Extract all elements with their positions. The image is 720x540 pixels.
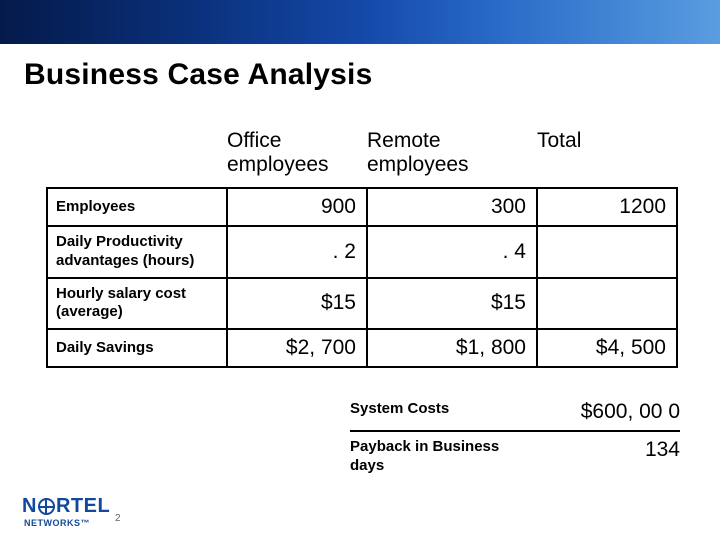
row-label: Daily Productivity advantages (hours): [47, 226, 227, 278]
header-col-3: Total: [537, 125, 677, 188]
cell: $1, 800: [367, 329, 537, 367]
analysis-table: Office employees Remote employees Total …: [46, 125, 678, 368]
logo-mark: N RTEL: [22, 496, 110, 516]
cell: $15: [367, 278, 537, 330]
cell: 900: [227, 188, 367, 226]
globe-icon: [38, 498, 55, 515]
summary-label: System Costs: [350, 400, 510, 419]
page-number: 2: [115, 513, 121, 524]
cell: $4, 500: [537, 329, 677, 367]
summary-row: Payback in Business days 134: [350, 438, 680, 476]
cell: 1200: [537, 188, 677, 226]
nortel-logo: N RTEL NETWORKS™: [22, 496, 110, 528]
cell: . 4: [367, 226, 537, 278]
lower-summary: System Costs $600, 00 0 Payback in Busin…: [350, 400, 680, 476]
main-content: Office employees Remote employees Total …: [46, 125, 676, 368]
table-header-row: Office employees Remote employees Total: [47, 125, 677, 188]
summary-divider: [350, 430, 680, 432]
summary-label: Payback in Business days: [350, 438, 510, 476]
logo-text-right: RTEL: [56, 495, 110, 517]
cell: 300: [367, 188, 537, 226]
cell: $15: [227, 278, 367, 330]
row-label: Employees: [47, 188, 227, 226]
row-label: Hourly salary cost (average): [47, 278, 227, 330]
table-row: Daily Savings $2, 700 $1, 800 $4, 500: [47, 329, 677, 367]
top-band: [0, 0, 720, 44]
table-row: Employees 900 300 1200: [47, 188, 677, 226]
summary-value: $600, 00 0: [510, 400, 680, 424]
table-row: Daily Productivity advantages (hours) . …: [47, 226, 677, 278]
cell: [537, 226, 677, 278]
summary-row: System Costs $600, 00 0: [350, 400, 680, 424]
slide-title: Business Case Analysis: [24, 58, 372, 92]
cell: [537, 278, 677, 330]
row-label: Daily Savings: [47, 329, 227, 367]
logo-subtext: NETWORKS™: [24, 518, 110, 528]
cell: $2, 700: [227, 329, 367, 367]
header-blank: [47, 125, 227, 188]
summary-value: 134: [510, 438, 680, 462]
header-col-1: Office employees: [227, 125, 367, 188]
cell: . 2: [227, 226, 367, 278]
header-col-2: Remote employees: [367, 125, 537, 188]
logo-text-left: N: [22, 495, 37, 517]
table-row: Hourly salary cost (average) $15 $15: [47, 278, 677, 330]
